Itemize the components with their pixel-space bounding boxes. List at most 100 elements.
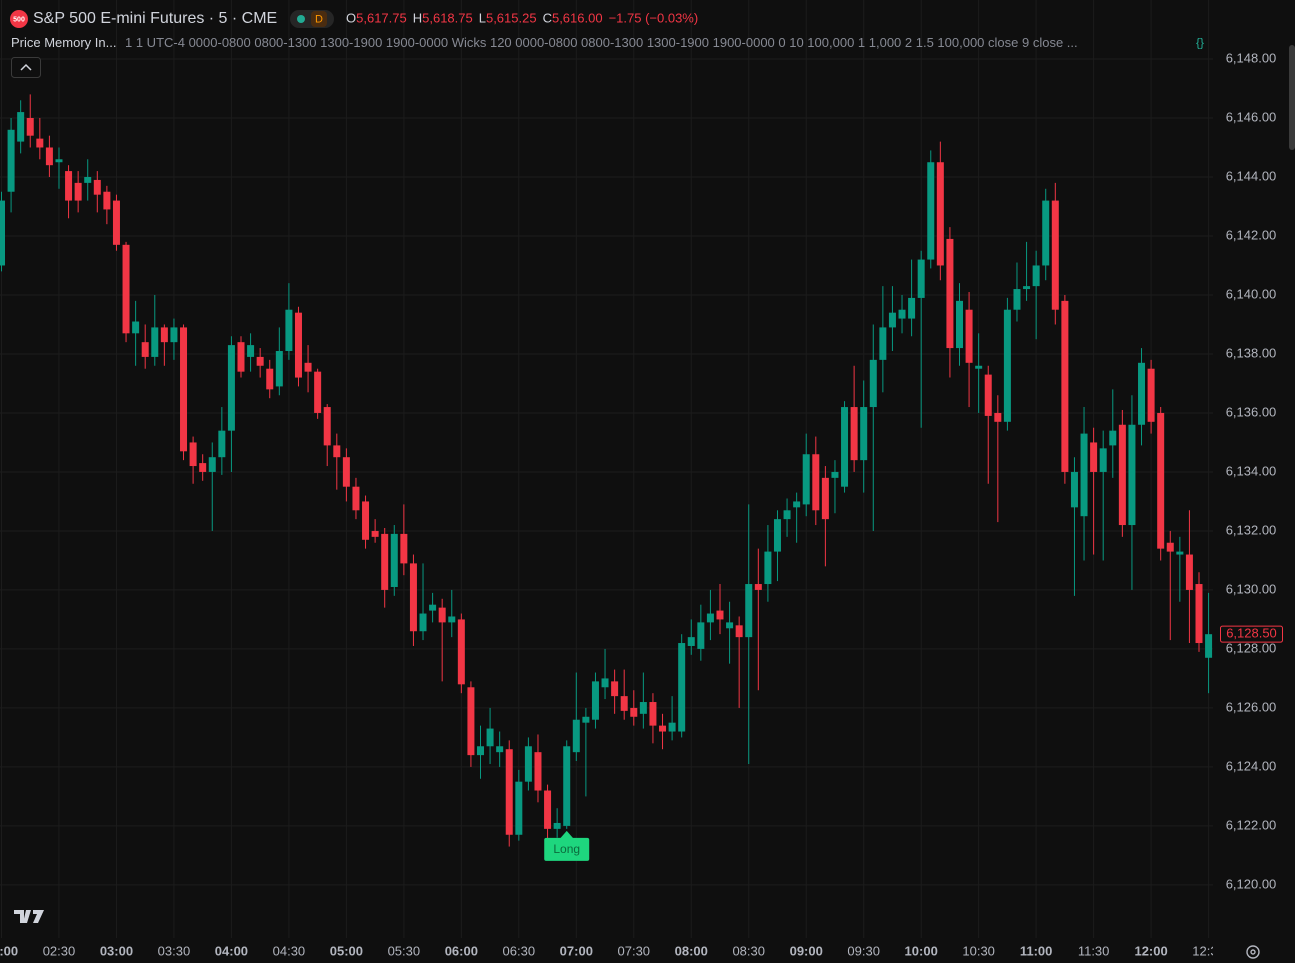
candle-body (371, 530, 379, 537)
candle-body (936, 162, 944, 266)
x-tick-label: 10:00 (905, 943, 938, 958)
candle-body (170, 327, 178, 343)
candle-body (218, 430, 226, 458)
candle-body (706, 613, 714, 623)
candle-body (563, 746, 571, 826)
x-tick-label: 04:30 (273, 943, 306, 958)
candle-body (524, 746, 532, 782)
chart-title[interactable]: S&P 500 E-mini Futures · 5 · CME (33, 10, 277, 27)
y-tick-label: 6,130.00 (1226, 581, 1277, 596)
candle-body (486, 728, 494, 747)
candle-body (160, 327, 168, 343)
y-tick-label: 6,136.00 (1226, 404, 1277, 419)
candle-body (199, 463, 207, 472)
candle-body (1166, 542, 1174, 552)
candle-body (1138, 362, 1146, 425)
y-tick-label: 6,144.00 (1226, 168, 1277, 183)
candle-body (668, 722, 676, 732)
candle-body (381, 533, 389, 590)
signal-marker: Long (544, 830, 590, 861)
candle-body (429, 604, 437, 611)
ohlc-change: −1.75 (−0.03%) (609, 11, 699, 26)
indicator-name[interactable]: Price Memory In... (11, 35, 116, 50)
candle-body (1023, 286, 1031, 290)
candle-body (1042, 200, 1050, 266)
candle-body (505, 749, 513, 835)
y-tick-label: 6,122.00 (1226, 817, 1277, 832)
market-status-dot (297, 15, 305, 23)
collapse-button[interactable] (11, 57, 41, 78)
candle-body (227, 345, 235, 431)
indicator-source-icon[interactable]: {} (1196, 36, 1204, 50)
y-tick-label: 6,120.00 (1226, 876, 1277, 891)
candle-body (697, 622, 705, 649)
candle-body (1147, 368, 1155, 422)
candle-body (898, 309, 906, 319)
candle-body (754, 584, 762, 590)
candle-body (764, 551, 772, 585)
candle-body (496, 746, 504, 753)
candle-body (1157, 412, 1165, 549)
ohlc-key: L (479, 11, 486, 26)
y-tick-label: 6,146.00 (1226, 109, 1277, 124)
candle-body (850, 407, 858, 461)
ohlc-value: 5,616.00 (552, 11, 603, 26)
signal-arrow (559, 830, 574, 839)
candle-body (26, 117, 34, 136)
candle-body (927, 162, 935, 260)
candle-body (400, 533, 408, 564)
signal-box (544, 837, 590, 861)
candle-body (65, 171, 73, 201)
candle-body (304, 362, 312, 372)
candle-body (1205, 634, 1213, 658)
candle-body (7, 129, 15, 192)
x-tick-label: 04:00 (215, 943, 248, 958)
ohlc-value: 5,615.25 (486, 11, 537, 26)
y-tick-label: 6,140.00 (1226, 286, 1277, 301)
candle-body (93, 179, 101, 195)
y-tick-label: 6,124.00 (1226, 758, 1277, 773)
scrollbar[interactable] (1289, 45, 1295, 150)
x-tick-label: 09:00 (790, 943, 823, 958)
candle-body (831, 471, 839, 478)
y-tick-label: 6,128.00 (1226, 640, 1277, 655)
candle-body (122, 244, 130, 334)
candle-body (256, 356, 264, 366)
y-tick-label: 6,134.00 (1226, 463, 1277, 478)
candle-body (275, 351, 283, 387)
candle-body (208, 457, 216, 472)
candle-body (735, 625, 743, 638)
x-tick-label: 03:30 (158, 943, 191, 958)
delay-badge (311, 11, 327, 27)
candle-body (1109, 430, 1117, 446)
ohlc-legend: O5,617.75 H5,618.75 L5,615.25 C5,616.00 −1.7… (346, 11, 698, 26)
candle-body (812, 454, 820, 511)
settings-icon[interactable] (1246, 945, 1260, 959)
candle-body (917, 259, 925, 298)
x-tick-label: 05:30 (388, 943, 421, 958)
candle-body (333, 445, 341, 458)
candle-body (84, 176, 92, 183)
delay-label: D (315, 13, 323, 25)
ohlc-key: O (346, 11, 356, 26)
candle-body (620, 696, 628, 711)
candle-body (639, 702, 647, 714)
y-tick-label: 6,138.00 (1226, 345, 1277, 360)
candle-body (74, 182, 82, 201)
indicator-params: 1 1 UTC-4 0000-0800 0800-1300 1300-1900 … (125, 35, 1078, 50)
candle-body (773, 519, 781, 552)
candle-body (946, 238, 954, 349)
candle-body (132, 321, 140, 334)
tradingview-logo[interactable] (14, 910, 44, 923)
candle-body (362, 501, 370, 540)
candle-body (687, 637, 695, 646)
y-tick-label: 6,148.00 (1226, 50, 1277, 65)
candle-body (1099, 448, 1107, 472)
x-tick-label: 06:00 (445, 943, 478, 958)
candle-body (1003, 309, 1011, 422)
candle-body (783, 510, 791, 520)
candle-body (726, 622, 734, 629)
candle-body (1195, 584, 1203, 644)
